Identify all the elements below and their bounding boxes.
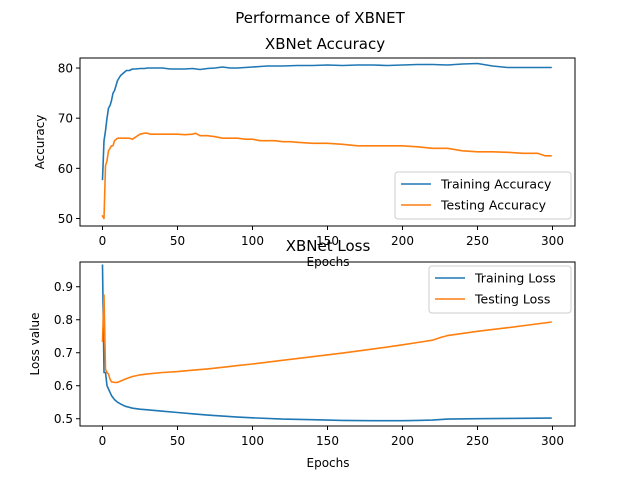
loss-x-tick-label: 100 [241, 434, 264, 448]
accuracy-y-ticks: 50 60 70 80 [58, 62, 80, 226]
figure-suptitle: Performance of XBNET [235, 9, 405, 27]
loss-series-training-loss [101, 264, 552, 422]
accuracy-y-tick-label: 70 [58, 112, 73, 126]
loss-legend: Training Loss Testing Loss [428, 265, 572, 314]
accuracy-subplot-title: XBNet Accuracy [265, 35, 385, 53]
loss-series-group [101, 264, 552, 422]
loss-x-tick-label: 150 [316, 434, 339, 448]
loss-y-tick-label: 0.8 [54, 313, 73, 327]
loss-x-ticks: 0 50 100 150 200 250 300 [99, 426, 564, 448]
accuracy-y-tick-label: 80 [58, 62, 73, 76]
accuracy-x-tick-label: 300 [541, 234, 564, 248]
loss-y-tick-label: 0.5 [54, 412, 73, 426]
accuracy-x-tick-label: 250 [466, 234, 489, 248]
loss-x-tick-label: 250 [466, 434, 489, 448]
loss-x-tick-label: 50 [170, 434, 185, 448]
accuracy-y-tick-label: 60 [58, 162, 73, 176]
loss-legend-label-training: Training Loss [474, 271, 556, 286]
accuracy-x-tick-label: 100 [241, 234, 264, 248]
loss-x-tick-label: 300 [541, 434, 564, 448]
accuracy-legend: Training Accuracy Testing Accuracy [394, 171, 572, 220]
loss-y-tick-label: 0.6 [54, 379, 73, 393]
accuracy-series-training-accuracy [101, 62, 552, 181]
accuracy-subplot: XBNet Accuracy 0 50 100 150 200 250 300 50 60 70… [33, 35, 576, 269]
loss-legend-label-testing: Testing Loss [474, 292, 550, 307]
loss-y-axis-label: Loss value [28, 313, 42, 376]
loss-y-tick-label: 0.9 [54, 280, 73, 294]
accuracy-y-axis-label: Accuracy [33, 115, 47, 170]
accuracy-series-group [101, 62, 552, 220]
accuracy-x-ticks: 0 50 100 150 200 250 300 [99, 226, 564, 248]
accuracy-legend-box [394, 171, 572, 220]
loss-x-tick-label: 0 [99, 434, 107, 448]
loss-subplot: 0 50 100 150 200 250 300 0.5 0.6 0.7 0.8 0.9 XBNet… [28, 237, 576, 470]
loss-y-ticks: 0.5 0.6 0.7 0.8 0.9 [54, 280, 80, 426]
loss-subplot-title: XBNet Loss [286, 237, 371, 255]
accuracy-y-tick-label: 50 [58, 212, 73, 226]
accuracy-series-testing-accuracy [101, 132, 552, 220]
loss-x-axis-label: Epochs [307, 456, 350, 470]
accuracy-x-tick-label: 50 [170, 234, 185, 248]
accuracy-x-tick-label: 200 [391, 234, 414, 248]
accuracy-legend-label-training: Training Accuracy [440, 177, 552, 192]
accuracy-x-tick-label: 150 [316, 234, 339, 248]
loss-x-tick-label: 200 [391, 434, 414, 448]
loss-series-testing-loss [101, 294, 552, 384]
accuracy-legend-label-testing: Testing Accuracy [440, 198, 547, 213]
accuracy-x-tick-label: 0 [99, 234, 107, 248]
loss-y-tick-label: 0.7 [54, 346, 73, 360]
